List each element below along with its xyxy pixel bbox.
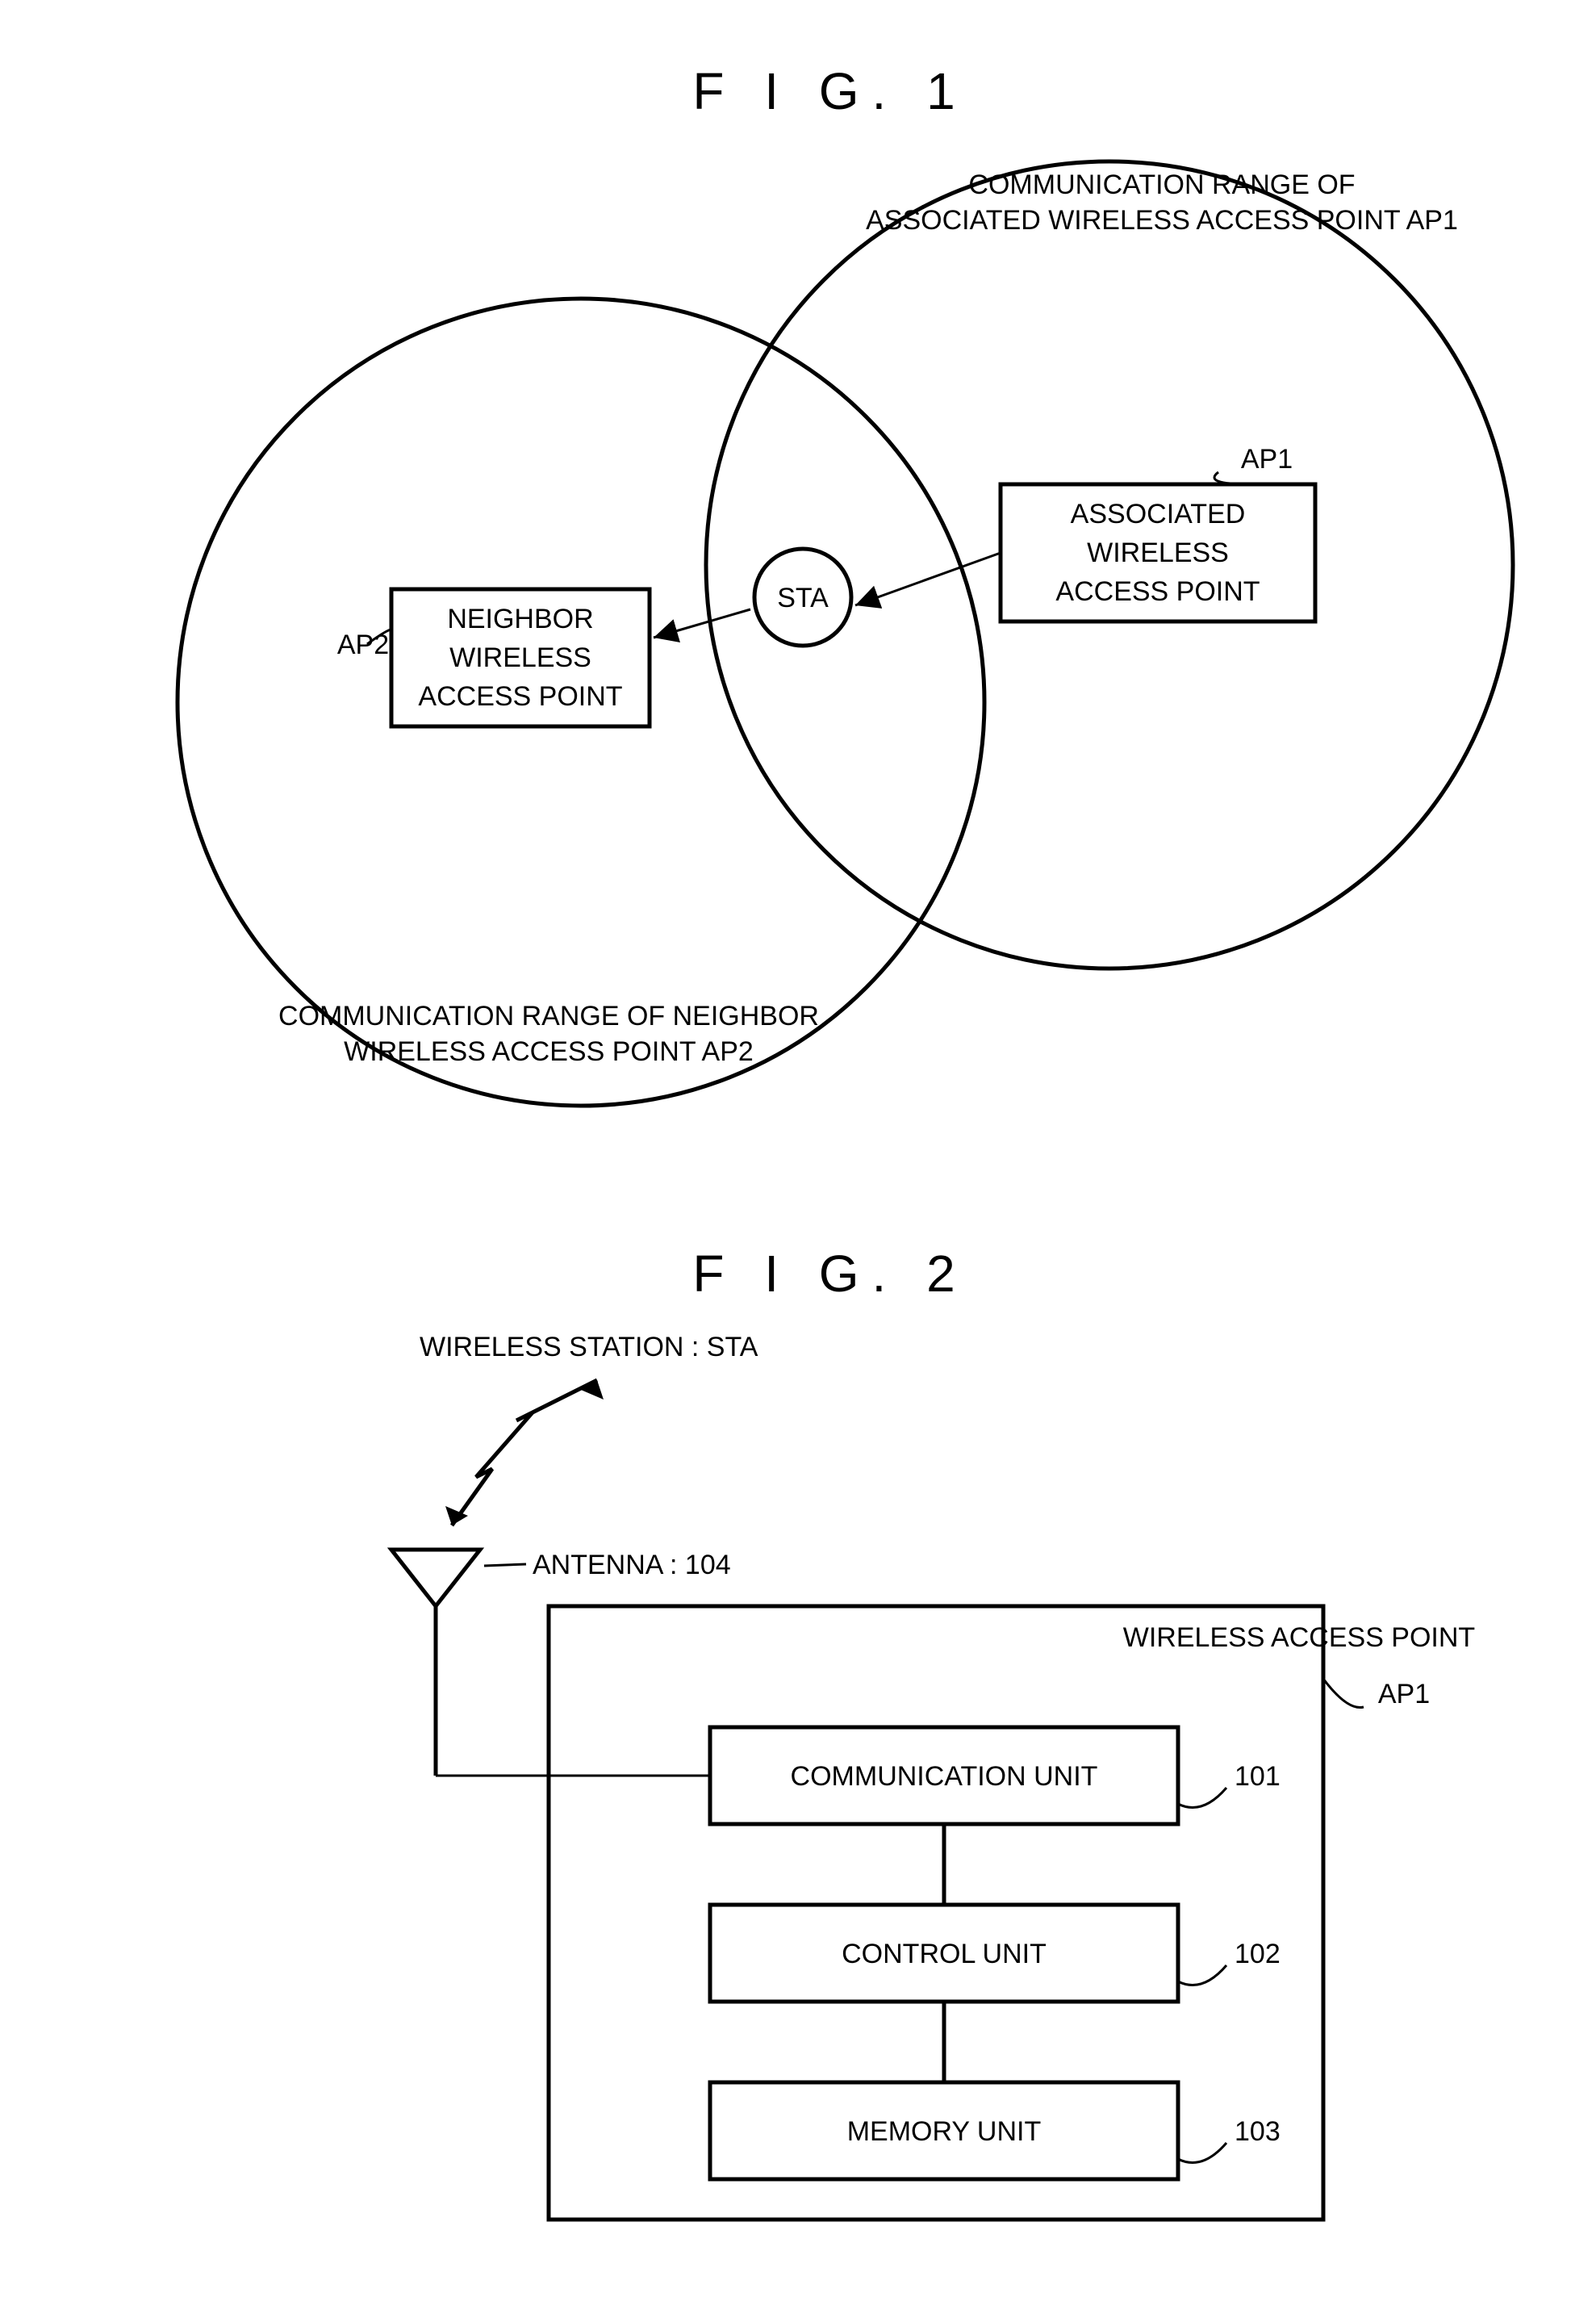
fig2-sta-label: WIRELESS STATION : STA — [420, 1332, 758, 1362]
block-communication-unit: COMMUNICATION UNIT 101 — [710, 1727, 1281, 1824]
block-label: MEMORY UNIT — [847, 2116, 1042, 2147]
block-tag: 101 — [1235, 1761, 1281, 1792]
fig1-bottom-label-2: WIRELESS ACCESS POINT AP2 — [344, 1036, 754, 1067]
ap2-box-line1: NEIGHBOR — [447, 604, 593, 634]
ap1-outer-tag: AP1 — [1378, 1679, 1430, 1709]
wireless-access-point-title: WIRELESS ACCESS POINT — [1123, 1622, 1475, 1653]
fig1-top-label-1: COMMUNICATION RANGE OF — [968, 169, 1355, 200]
block-leader — [1178, 1965, 1226, 1985]
block-control-unit: CONTROL UNIT 102 — [710, 1905, 1281, 2002]
block-leader — [1178, 2143, 1226, 2163]
ap1-outer-leader — [1323, 1679, 1364, 1708]
arrow-ap1-to-sta — [855, 553, 1001, 605]
ap1-box-line3: ACCESS POINT — [1055, 576, 1260, 607]
antenna-icon — [391, 1550, 480, 1776]
ap2-box-line2: WIRELESS — [449, 642, 591, 673]
antenna-label: ANTENNA : 104 — [533, 1550, 731, 1580]
block-tag: 102 — [1235, 1939, 1281, 1969]
fig2-title: F I G. 2 — [692, 1245, 967, 1303]
block-memory-unit: MEMORY UNIT 103 — [710, 2082, 1281, 2179]
ap1-tag: AP1 — [1241, 444, 1293, 475]
ap2-box-line3: ACCESS POINT — [418, 681, 622, 712]
antenna-label-leader — [484, 1564, 526, 1566]
block-label: CONTROL UNIT — [842, 1939, 1047, 1969]
ap1-box-line2: WIRELESS — [1087, 538, 1229, 568]
fig1-title: F I G. 1 — [692, 62, 967, 120]
wireless-signal-icon — [452, 1380, 597, 1525]
page: F I G. 1 STA ASSOCIATED WIRELESS ACCESS … — [32, 32, 1596, 2286]
fig1-top-label-2: ASSOCIATED WIRELESS ACCESS POINT AP1 — [866, 205, 1458, 236]
arrow-sta-to-ap2 — [654, 609, 750, 638]
sta-label: STA — [777, 583, 829, 613]
ap1-box-line1: ASSOCIATED — [1071, 499, 1246, 529]
block-label: COMMUNICATION UNIT — [791, 1761, 1098, 1792]
block-leader — [1178, 1788, 1226, 1808]
block-tag: 103 — [1235, 2116, 1281, 2147]
diagram-svg: F I G. 1 STA ASSOCIATED WIRELESS ACCESS … — [32, 32, 1596, 2286]
fig1-bottom-label-1: COMMUNICATION RANGE OF NEIGHBOR — [278, 1001, 819, 1031]
